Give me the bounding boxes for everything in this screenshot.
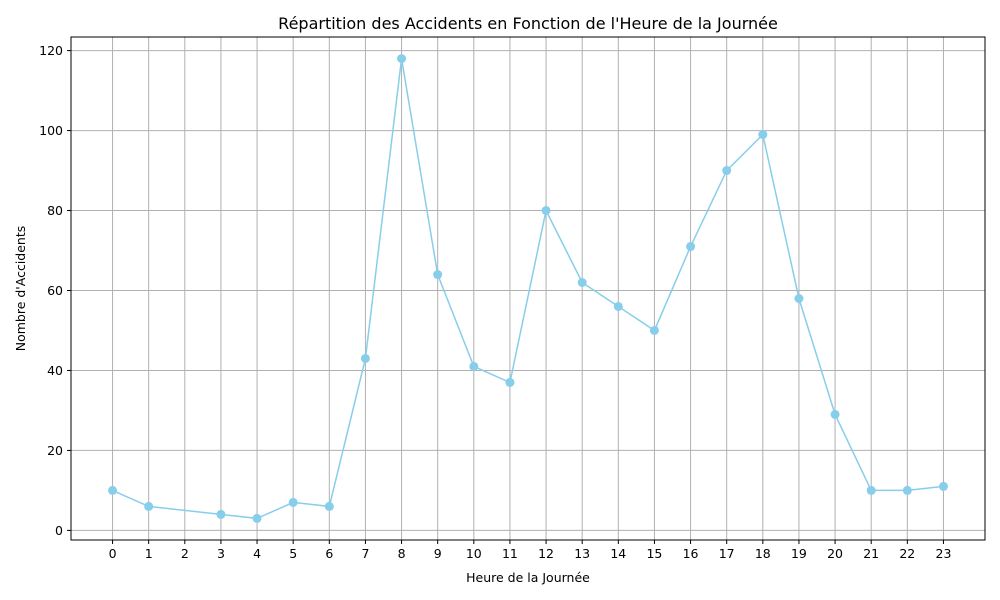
x-tick-label: 5	[289, 546, 297, 561]
x-tick-label: 9	[434, 546, 442, 561]
y-tick-label: 100	[39, 123, 63, 138]
x-tick-label: 1	[145, 546, 153, 561]
data-point	[108, 485, 118, 495]
data-point	[686, 242, 696, 252]
x-tick-label: 2	[181, 546, 189, 561]
data-point	[758, 130, 768, 140]
data-point	[649, 325, 659, 335]
data-point	[252, 513, 262, 523]
x-tick-label: 22	[899, 546, 915, 561]
data-point	[505, 377, 515, 387]
data-point	[866, 485, 876, 495]
data-point	[144, 501, 154, 511]
x-tick-label: 11	[502, 546, 518, 561]
x-tick-label: 13	[574, 546, 590, 561]
x-tick-label: 12	[538, 546, 554, 561]
data-point	[397, 54, 407, 64]
plot-frame	[70, 36, 986, 541]
x-tick-label: 18	[755, 546, 771, 561]
x-tick-label: 21	[863, 546, 879, 561]
y-tick-label: 60	[47, 283, 63, 298]
x-tick-label: 7	[361, 546, 369, 561]
x-tick-label: 19	[791, 546, 807, 561]
y-axis-label: Nombre d'Accidents	[13, 226, 28, 352]
x-tick-label: 8	[398, 546, 406, 561]
x-axis-label: Heure de la Journée	[466, 570, 590, 585]
data-point	[902, 485, 912, 495]
x-tick-label: 17	[719, 546, 735, 561]
x-tick-label: 23	[936, 546, 952, 561]
data-point	[613, 301, 623, 311]
y-tick-label: 20	[47, 443, 63, 458]
series-line	[112, 58, 944, 520]
y-tick-label: 0	[55, 523, 63, 538]
grid-layer	[71, 37, 985, 540]
data-point	[216, 509, 226, 519]
data-point	[360, 353, 370, 363]
data-point	[577, 278, 587, 288]
data-point	[324, 501, 334, 511]
x-tick-label: 20	[827, 546, 843, 561]
ticks-layer: 0 1 2 3 4 5 6 7 8 9 10 11 12 13 14 15 16 17 18 19 20 21 22 2302…	[39, 43, 951, 561]
chart-title: Répartition des Accidents en Fonction de…	[278, 14, 778, 33]
x-tick-label: 6	[325, 546, 333, 561]
x-tick-label: 15	[646, 546, 662, 561]
x-tick-label: 14	[610, 546, 626, 561]
data-point	[830, 409, 840, 419]
data-point	[794, 293, 804, 303]
x-tick-label: 16	[683, 546, 699, 561]
data-point	[938, 481, 948, 491]
y-tick-label: 80	[47, 203, 63, 218]
data-point	[722, 166, 732, 176]
data-point	[433, 270, 443, 280]
x-tick-label: 0	[109, 546, 117, 561]
x-tick-label: 3	[217, 546, 225, 561]
data-point	[469, 361, 479, 371]
x-tick-label: 4	[253, 546, 261, 561]
data-point	[288, 497, 298, 507]
y-tick-label: 40	[47, 363, 63, 378]
x-tick-label: 10	[466, 546, 482, 561]
series-layer	[108, 54, 948, 523]
y-tick-label: 120	[39, 43, 63, 58]
data-point	[541, 206, 551, 216]
